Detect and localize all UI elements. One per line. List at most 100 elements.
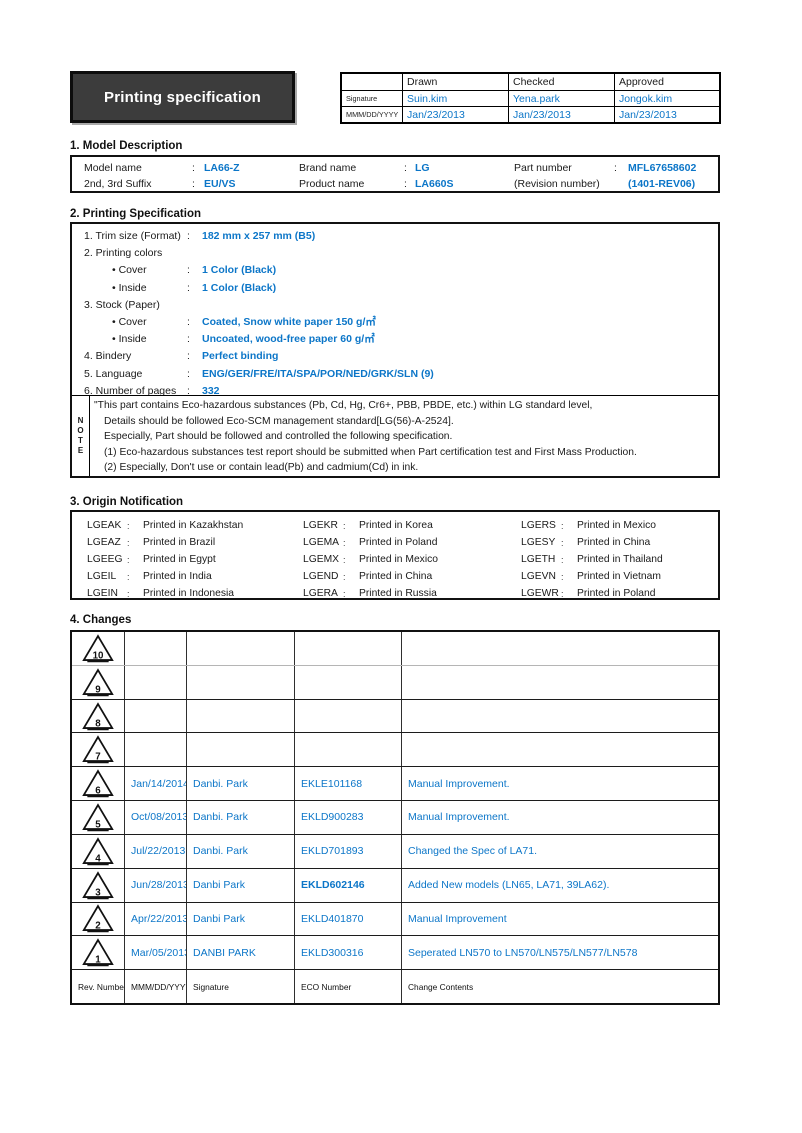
date-checked: Jan/23/2013 bbox=[508, 106, 614, 122]
origin-notification-box: LGEAK: Printed in Kazakhstan LGEAZ: Printe… bbox=[70, 510, 720, 600]
changes-row-10: 10 bbox=[72, 632, 718, 666]
svg-text:4: 4 bbox=[95, 853, 101, 864]
change-eco bbox=[294, 665, 401, 699]
change-signature: Danbi Park bbox=[186, 902, 294, 936]
changes-row-5: 5 Oct/08/2013 Danbi. Park EKLD900283 Man… bbox=[72, 801, 718, 835]
note-line: (1) Eco-hazardous substances test report… bbox=[104, 446, 637, 458]
spec-line-printing-colors: 2. Printing colors bbox=[84, 247, 163, 260]
svg-text:10: 10 bbox=[93, 650, 104, 661]
revision-mark: 3 bbox=[72, 869, 124, 902]
spec-line-colors-inside: • Inside : 1 Color (Black) bbox=[112, 281, 277, 294]
revision-mark: 7 bbox=[72, 733, 124, 766]
brand-name-label: Brand name bbox=[299, 162, 357, 174]
svg-text:6: 6 bbox=[95, 785, 101, 796]
origin-entry: LGERA: Printed in Russia bbox=[303, 588, 437, 599]
revision-number-label: (Revision number) bbox=[514, 178, 600, 190]
change-signature bbox=[186, 733, 294, 767]
origin-entry: LGEWR: Printed in Poland bbox=[521, 588, 656, 599]
changes-row-6: 6 Jan/14/2014 Danbi. Park EKLE101168 Man… bbox=[72, 767, 718, 802]
origin-entry: LGEMA: Printed in Poland bbox=[303, 537, 438, 548]
change-date: Jan/14/2014 bbox=[124, 767, 186, 801]
change-signature: Danbi. Park bbox=[186, 767, 294, 801]
footer-rev-number: Rev. Number bbox=[78, 981, 124, 992]
change-signature bbox=[186, 665, 294, 699]
spec-line-trim-size: 1. Trim size (Format) : 182 mm x 257 mm … bbox=[84, 230, 316, 242]
change-date bbox=[124, 632, 186, 665]
signature-approved: Jongok.kim bbox=[614, 90, 719, 106]
change-date: Oct/08/2013 bbox=[124, 801, 186, 834]
change-eco: EKLD900283 bbox=[294, 801, 401, 834]
change-signature: DANBI PARK bbox=[186, 936, 294, 970]
origin-entry: LGEAK: Printed in Kazakhstan bbox=[87, 520, 244, 531]
change-eco bbox=[294, 733, 401, 767]
origin-entry: LGEMX: Printed in Mexico bbox=[303, 554, 438, 565]
suffix-label: 2nd, 3rd Suffix bbox=[84, 178, 152, 190]
change-eco: EKLD401870 bbox=[294, 902, 401, 936]
change-date: Jul/22/2013 bbox=[124, 834, 186, 868]
approval-header-checked: Checked bbox=[508, 74, 614, 90]
origin-column-2: LGEKR: Printed in Korea LGEMA: Printed in … bbox=[303, 517, 438, 602]
svg-text:1: 1 bbox=[95, 954, 101, 965]
origin-entry: LGERS: Printed in Mexico bbox=[521, 520, 656, 531]
change-content bbox=[401, 699, 718, 733]
note-line: (2) Especially, Don't use or contain lea… bbox=[104, 462, 419, 474]
colon: : bbox=[404, 178, 407, 190]
printing-spec-lines: 1. Trim size (Format) : 182 mm x 257 mm … bbox=[72, 224, 718, 400]
note-vertical-label: N O T E bbox=[72, 396, 90, 476]
revision-mark: 5 bbox=[72, 801, 124, 834]
change-date bbox=[124, 699, 186, 733]
product-name-label: Product name bbox=[299, 178, 365, 190]
changes-row-8: 8 bbox=[72, 699, 718, 734]
origin-entry: LGEIN: Printed in Indonesia bbox=[87, 588, 235, 599]
change-signature: Danbi. Park bbox=[186, 801, 294, 834]
svg-text:9: 9 bbox=[95, 684, 101, 695]
origin-entry: LGETH: Printed in Thailand bbox=[521, 554, 663, 565]
revision-mark: 4 bbox=[72, 835, 124, 868]
origin-column-1: LGEAK: Printed in Kazakhstan LGEAZ: Printe… bbox=[87, 517, 243, 602]
revision-mark: 2 bbox=[72, 903, 124, 936]
note-line: "This part contains Eco-hazardous substa… bbox=[94, 400, 593, 411]
revision-triangle-icon: 9 bbox=[82, 668, 114, 696]
signature-drawn: Suin.kim bbox=[402, 90, 508, 106]
change-date bbox=[124, 733, 186, 767]
document-title: Printing specification bbox=[104, 88, 261, 106]
change-content bbox=[401, 632, 718, 665]
footer-eco-number: ECO Number bbox=[294, 970, 401, 1003]
svg-text:2: 2 bbox=[95, 921, 101, 932]
changes-row-9: 9 bbox=[72, 665, 718, 700]
spec-line-stock-inside: • Inside : Uncoated, wood-free paper 60 … bbox=[112, 333, 375, 346]
colon: : bbox=[404, 162, 407, 174]
svg-text:8: 8 bbox=[95, 718, 101, 729]
change-content: Seperated LN570 to LN570/LN575/LN577/LN5… bbox=[401, 936, 718, 970]
product-name-value: LA660S bbox=[415, 178, 454, 190]
change-eco bbox=[294, 699, 401, 733]
change-signature bbox=[186, 699, 294, 733]
change-signature bbox=[186, 632, 294, 665]
approval-table: Drawn Checked Approved Signature Suin.ki… bbox=[340, 72, 721, 124]
change-eco bbox=[294, 632, 401, 665]
svg-text:5: 5 bbox=[95, 819, 101, 830]
revision-triangle-icon: 6 bbox=[82, 769, 114, 798]
changes-row-3: 3 Jun/28/2013 Danbi Park EKLD602146 Adde… bbox=[72, 868, 718, 903]
spec-line-stock-cover: • Cover : Coated, Snow white paper 150 g… bbox=[112, 315, 376, 328]
approval-row-label-date: MMM/DD/YYYY bbox=[342, 106, 402, 122]
change-eco: EKLD300316 bbox=[294, 936, 401, 970]
change-content: Manual Improvement bbox=[401, 902, 718, 936]
section-heading-printing-specification: 2. Printing Specification bbox=[70, 208, 201, 220]
revision-number-value: (1401-REV06) bbox=[628, 178, 696, 190]
colon: : bbox=[192, 178, 195, 190]
origin-entry: LGEAZ: Printed in Brazil bbox=[87, 537, 216, 548]
part-number-value: MFL67658602 bbox=[628, 162, 697, 174]
date-drawn: Jan/23/2013 bbox=[402, 106, 508, 122]
note-line: Details should be followed Eco-SCM manag… bbox=[104, 415, 454, 427]
brand-name-value: LG bbox=[415, 162, 430, 174]
section-heading-origin-notification: 3. Origin Notification bbox=[70, 496, 184, 508]
approval-header-approved: Approved bbox=[614, 74, 719, 90]
revision-mark: 1 bbox=[72, 936, 124, 969]
model-description-table: Model name : LA66-Z Brand name : LG Part… bbox=[70, 155, 720, 193]
change-content: Changed the Spec of LA71. bbox=[401, 834, 718, 868]
revision-triangle-icon: 4 bbox=[82, 837, 114, 866]
printing-specification-box: 1. Trim size (Format) : 182 mm x 257 mm … bbox=[70, 222, 720, 478]
changes-table: 10 9 8 7 bbox=[70, 630, 720, 1005]
